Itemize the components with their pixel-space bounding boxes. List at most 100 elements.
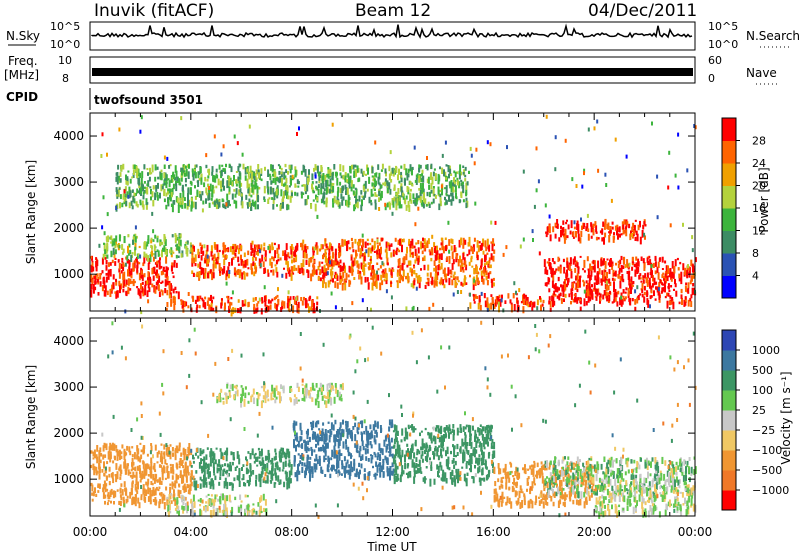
data-cell [127,289,130,294]
data-cell [238,458,241,465]
data-cell [426,191,429,197]
data-cell [259,474,262,481]
data-cell [321,261,324,264]
data-cell [575,278,577,281]
data-cell [101,469,104,473]
data-cell [233,199,236,204]
data-cell [90,264,93,273]
data-cell [589,291,592,299]
data-cell [201,191,204,196]
data-cell [244,299,247,307]
data-cell [150,239,153,244]
data-cell [417,198,420,201]
data-cell [207,469,209,474]
data-cell [94,487,96,494]
data-cell [593,282,596,290]
data-cell [408,238,411,246]
data-cell [470,153,473,158]
data-cell [107,235,110,243]
data-cell [339,245,342,248]
data-cell [344,282,347,291]
nave-tick-bottom: 0 [708,72,715,85]
data-cell [649,259,652,266]
data-cell [353,261,356,266]
data-cell [397,174,399,181]
data-cell [546,261,549,264]
data-cell [126,463,129,466]
data-cell [278,170,281,175]
data-cell [329,168,332,176]
data-cell [664,260,667,264]
data-cell [179,197,182,201]
data-cell [494,299,497,307]
data-cell [283,171,286,180]
data-cell [192,460,195,464]
data-cell [615,262,617,266]
data-cell [464,426,467,430]
data-cell [351,263,354,269]
data-cell [123,236,126,243]
data-cell [305,198,308,205]
data-cell [546,482,549,488]
data-cell [447,220,450,225]
data-cell [240,182,243,187]
data-cell [129,288,132,291]
data-cell [301,462,304,466]
data-cell [583,289,586,294]
data-cell [254,270,257,274]
data-cell [484,426,487,434]
data-cell [513,281,516,286]
data-cell [399,277,402,281]
data-cell [240,193,243,197]
data-cell [348,464,351,469]
data-cell [296,179,299,185]
data-cell [290,247,293,255]
data-cell [234,252,237,256]
data-cell [147,271,150,280]
data-cell [376,251,379,260]
data-cell [150,196,152,201]
data-cell [134,259,137,264]
data-cell [474,448,476,455]
data-cell [355,446,358,453]
data-cell [445,478,448,484]
data-cell [277,164,280,167]
data-cell [492,282,495,287]
data-cell [411,166,414,170]
data-cell [454,460,457,466]
data-cell [431,176,434,185]
data-cell [254,185,257,190]
data-cell [101,132,104,137]
data-cell [644,235,646,240]
data-cell [246,468,249,474]
data-cell [323,200,326,205]
data-cell [102,484,105,490]
data-cell [451,192,454,200]
data-cell [382,182,385,186]
data-cell [394,168,397,175]
data-cell [399,268,401,277]
data-cell [258,249,261,254]
data-cell [127,245,129,254]
data-cell [656,286,659,291]
data-cell [326,271,329,276]
data-cell [553,290,556,296]
data-cell [479,304,482,311]
data-cell [257,447,260,451]
data-cell [180,167,183,173]
data-cell [231,258,233,266]
data-cell [315,185,318,189]
data-cell [378,207,381,211]
data-cell [572,231,575,237]
data-cell [381,163,384,170]
data-cell [663,277,665,281]
data-cell [94,275,96,280]
data-cell [269,479,272,483]
data-cell [145,198,148,206]
data-cell [400,456,402,463]
data-cell [642,275,645,279]
data-cell [398,201,401,209]
data-cell [668,300,671,306]
data-cell [424,198,427,204]
